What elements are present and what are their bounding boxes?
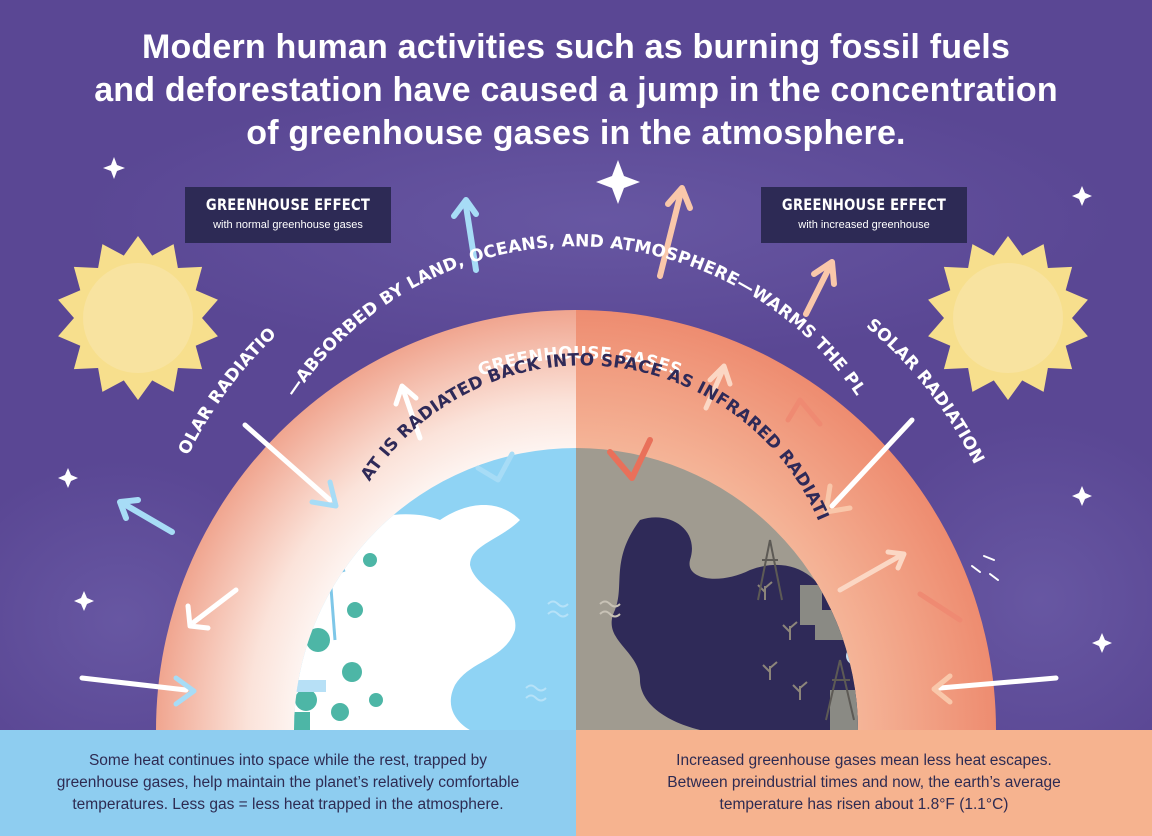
star-icon	[1092, 633, 1112, 653]
right-caption: Increased greenhouse gases mean less hea…	[576, 730, 1152, 836]
right-label-subtitle: with increased greenhouse	[798, 219, 930, 231]
infrared-arrow-head	[393, 383, 419, 407]
right-caption-background	[576, 730, 1152, 836]
star-icon	[58, 468, 78, 488]
incoming-solar-arrow	[79, 675, 189, 693]
dead-tree-icon	[782, 621, 798, 640]
tree-icon	[369, 693, 383, 707]
title-line: and deforestation have caused a jump in …	[94, 71, 1058, 109]
escaping-heat-arrow-head	[665, 185, 693, 211]
water-ripple	[547, 610, 569, 618]
water-ripple	[547, 600, 569, 608]
dead-tree-icon	[792, 681, 808, 700]
escaping-heat-arrow-head	[117, 497, 141, 521]
power-pylon-icon	[825, 659, 855, 721]
title-line: of greenhouse gases in the atmosphere.	[246, 114, 906, 152]
incoming-solar-arrow	[829, 417, 915, 509]
star-icon	[74, 591, 94, 611]
dead-tree-icon	[762, 661, 778, 680]
trapped-heat-arrow	[607, 437, 653, 481]
sun-core	[83, 263, 193, 373]
tree-icon	[295, 689, 317, 711]
caption-line: temperatures. Less gas = less heat trapp…	[72, 796, 504, 813]
infrared-arrow-head	[185, 603, 211, 631]
star-icon	[1072, 486, 1092, 506]
page-title: Modern human activities such as burning …	[40, 26, 1112, 155]
left-label-subtitle: with normal greenhouse gases	[213, 219, 363, 231]
infrared-arrow	[703, 369, 725, 411]
escaping-heat-arrow-head	[451, 197, 479, 219]
escaping-heat-arrow	[463, 203, 479, 273]
heat-lines	[971, 555, 999, 581]
caption-line: greenhouse gases, help maintain the plan…	[56, 774, 520, 791]
building-icon	[294, 680, 326, 692]
tree-icon	[306, 628, 330, 652]
incoming-solar-arrow-head	[309, 479, 339, 509]
escaping-heat-arrow-head	[811, 259, 837, 287]
sun-icon	[58, 236, 218, 400]
star-icon	[1072, 186, 1092, 206]
escaping-heat-arrow	[121, 501, 175, 535]
escaping-heat-arrow	[803, 267, 831, 317]
trapped-heat-arrow-head	[885, 549, 907, 571]
left-label-box: GREENHOUSE EFFECT with normal greenhouse…	[185, 187, 391, 243]
reflected-arrow	[475, 451, 515, 483]
sun-core	[953, 263, 1063, 373]
infrared-arrow	[191, 587, 239, 625]
left-caption-background	[0, 730, 576, 836]
tree-icon	[294, 712, 310, 730]
water-ripple	[525, 694, 547, 702]
infrared-arrow-head	[707, 363, 733, 387]
caption-line: Some heat continues into space while the…	[88, 752, 488, 769]
incoming-solar-arrow	[937, 675, 1059, 691]
incoming-solar-arrow-head	[931, 673, 953, 705]
trapped-heat-arrow	[785, 397, 823, 427]
water-ripple	[525, 684, 547, 692]
right-label-title: GREENHOUSE EFFECT	[781, 195, 947, 214]
tree-icon	[347, 602, 363, 618]
title-line: Modern human activities such as burning …	[141, 28, 1011, 66]
caption-line: Increased greenhouse gases mean less hea…	[676, 752, 1052, 769]
left-caption: Some heat continues into space while the…	[0, 730, 576, 836]
water-ripple	[599, 610, 621, 618]
earth-right-continent	[611, 517, 858, 730]
dead-tree-icon	[757, 581, 773, 600]
caption-line: temperature has risen about 1.8°F (1.1°C…	[719, 796, 1009, 813]
infrared-arrow	[401, 389, 423, 441]
star-icon	[103, 157, 125, 179]
escaping-heat-arrow	[657, 193, 683, 279]
tree-icon	[363, 553, 377, 567]
left-label-title: GREENHOUSE EFFECT	[205, 195, 371, 214]
power-pylon-icon	[757, 539, 783, 601]
incoming-solar-arrow-head	[173, 675, 197, 707]
water-ripple	[599, 600, 621, 608]
star-icon	[596, 160, 640, 204]
background-haze	[80, 80, 1120, 360]
incoming-solar-arrow	[242, 422, 333, 503]
tree-icon	[331, 703, 349, 721]
incoming-solar-arrow-head	[823, 483, 853, 515]
sun-icon	[928, 236, 1088, 400]
trapped-heat-arrow	[917, 591, 963, 623]
factory-icon	[830, 690, 858, 730]
trapped-heat-arrow	[837, 553, 903, 593]
caption-line: Between preindustrial times and now, the…	[667, 774, 1061, 791]
right-label-box: GREENHOUSE EFFECT with increased greenho…	[761, 187, 967, 243]
tree-icon	[342, 662, 362, 682]
